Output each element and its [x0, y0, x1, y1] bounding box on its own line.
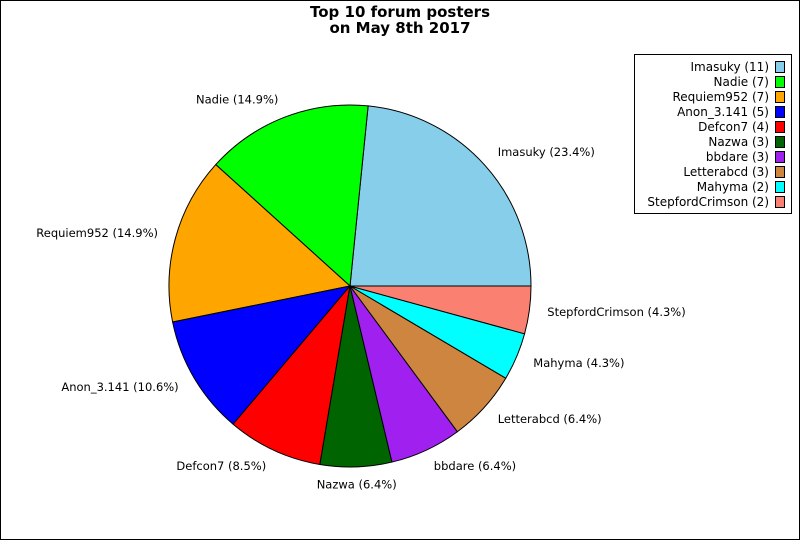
pie-slice-stepfordcrimson	[349, 285, 532, 335]
pie-slice-requiem952	[168, 163, 352, 323]
legend-swatch	[775, 136, 785, 148]
slice-label-stepfordcrimson: StepfordCrimson (4.3%)	[547, 305, 685, 319]
slice-label-requiem952: Requiem952 (14.9%)	[36, 226, 158, 240]
legend-swatch	[775, 121, 785, 133]
legend-item-nadie: Nadie (7)	[714, 74, 785, 90]
slice-label-bbdare: bbdare (6.4%)	[434, 459, 516, 473]
legend-item-nazwa: Nazwa (3)	[708, 134, 785, 150]
legend-label: StepfordCrimson (2)	[647, 195, 769, 209]
legend-item-defcon7: Defcon7 (4)	[698, 119, 785, 135]
legend-item-requiem952: Requiem952 (7)	[672, 89, 785, 105]
legend-swatch	[775, 166, 785, 178]
slice-label-nadie: Nadie (14.9%)	[196, 93, 278, 107]
legend-swatch	[775, 196, 785, 208]
slice-label-nazwa: Nazwa (6.4%)	[317, 478, 397, 492]
legend-swatch	[775, 91, 785, 103]
legend-label: bbdare (3)	[705, 150, 769, 164]
legend-label: Imasuky (11)	[690, 60, 769, 74]
chart-legend: Imasuky (11) Nadie (7) Requiem952 (7) Anon_…	[634, 54, 792, 214]
legend-label: Nazwa (3)	[708, 135, 769, 149]
legend-label: Requiem952 (7)	[672, 90, 769, 104]
pie-slice-imasuky	[349, 105, 532, 287]
legend-swatch	[775, 61, 785, 73]
chart-title-line-1: Top 10 forum posters	[310, 3, 490, 21]
slice-label-anon-3-141: Anon_3.141 (10.6%)	[61, 380, 178, 394]
legend-swatch	[775, 106, 785, 118]
pie-slice-nadie	[215, 104, 369, 288]
chart-title-line-2: on May 8th 2017	[329, 19, 471, 37]
legend-label: Mahyma (2)	[696, 180, 769, 194]
legend-swatch	[775, 151, 785, 163]
slice-label-imasuky: Imasuky (23.4%)	[498, 145, 595, 159]
legend-swatch	[775, 76, 785, 88]
pie-slice-defcon7	[232, 284, 351, 466]
legend-label: Anon_3.141 (5)	[677, 105, 769, 119]
slice-label-mahyma: Mahyma (4.3%)	[533, 356, 624, 370]
legend-item-mahyma: Mahyma (2)	[697, 179, 785, 195]
slice-label-defcon7: Defcon7 (8.5%)	[176, 459, 266, 473]
legend-label: Nadie (7)	[713, 75, 769, 89]
legend-item-bbdare: bbdare (3)	[706, 149, 785, 165]
legend-label: Defcon7 (4)	[698, 120, 769, 134]
pie-slice-anon-3-141	[172, 285, 352, 425]
legend-item-stepfordcrimson: StepfordCrimson (2)	[647, 194, 785, 210]
legend-item-imasuky: Imasuky (11)	[690, 59, 785, 75]
legend-item-anon-3-141: Anon_3.141 (5)	[677, 104, 785, 120]
legend-item-letterabcd: Letterabcd (3)	[683, 164, 785, 180]
legend-label: Letterabcd (3)	[683, 165, 769, 179]
slice-label-letterabcd: Letterabcd (6.4%)	[498, 412, 602, 426]
legend-swatch	[775, 181, 785, 193]
chart-title: Top 10 forum posters on May 8th 2017	[0, 4, 800, 36]
